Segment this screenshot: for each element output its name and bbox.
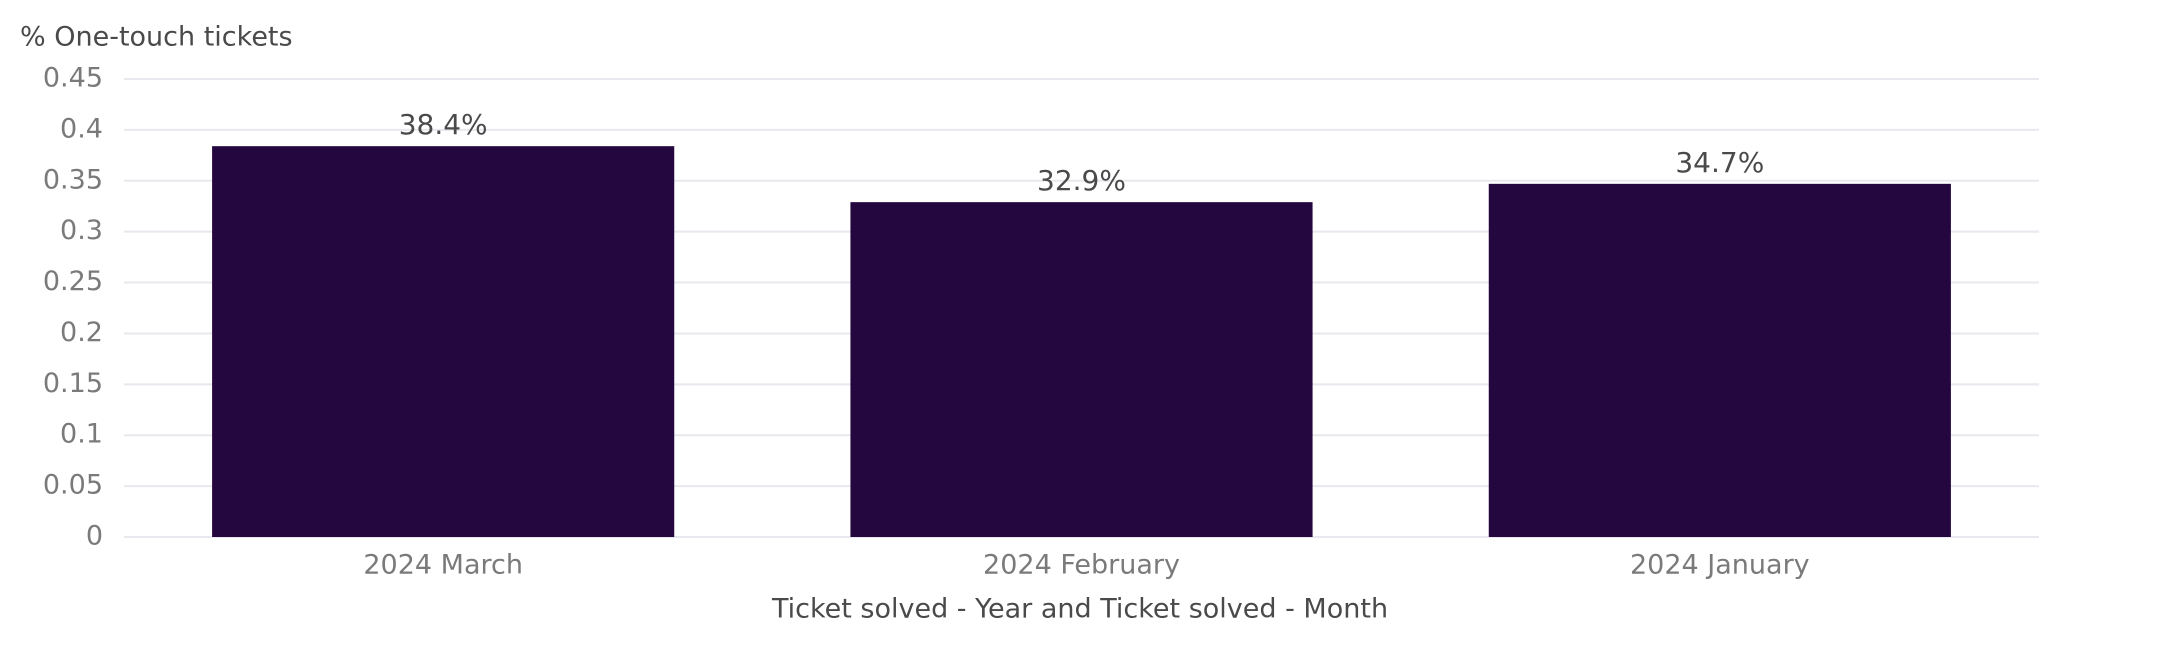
y-tick-label: 0.15 [43,368,103,399]
y-tick-label: 0.45 [43,63,103,94]
chart-title: % One-touch tickets [20,22,293,53]
x-tick-label: 2024 March [363,550,523,581]
value-label: 32.9% [1037,164,1126,197]
y-tick-label: 0.4 [60,113,103,144]
y-tick-label: 0 [86,521,103,552]
value-label: 34.7% [1675,146,1764,179]
y-tick-label: 0.25 [43,266,103,297]
value-label: 38.4% [399,108,488,141]
x-tick-label: 2024 February [983,550,1180,581]
y-tick-label: 0.3 [60,215,103,246]
y-tick-label: 0.1 [60,419,103,450]
x-tick-label: 2024 January [1630,550,1810,581]
y-tick-label: 0.2 [60,317,103,348]
bar [850,202,1313,537]
bar [212,146,675,537]
y-tick-label: 0.05 [43,470,103,501]
x-axis-title: Ticket solved - Year and Ticket solved -… [771,594,1388,625]
y-tick-label: 0.35 [43,164,103,195]
bar [1488,183,1951,537]
